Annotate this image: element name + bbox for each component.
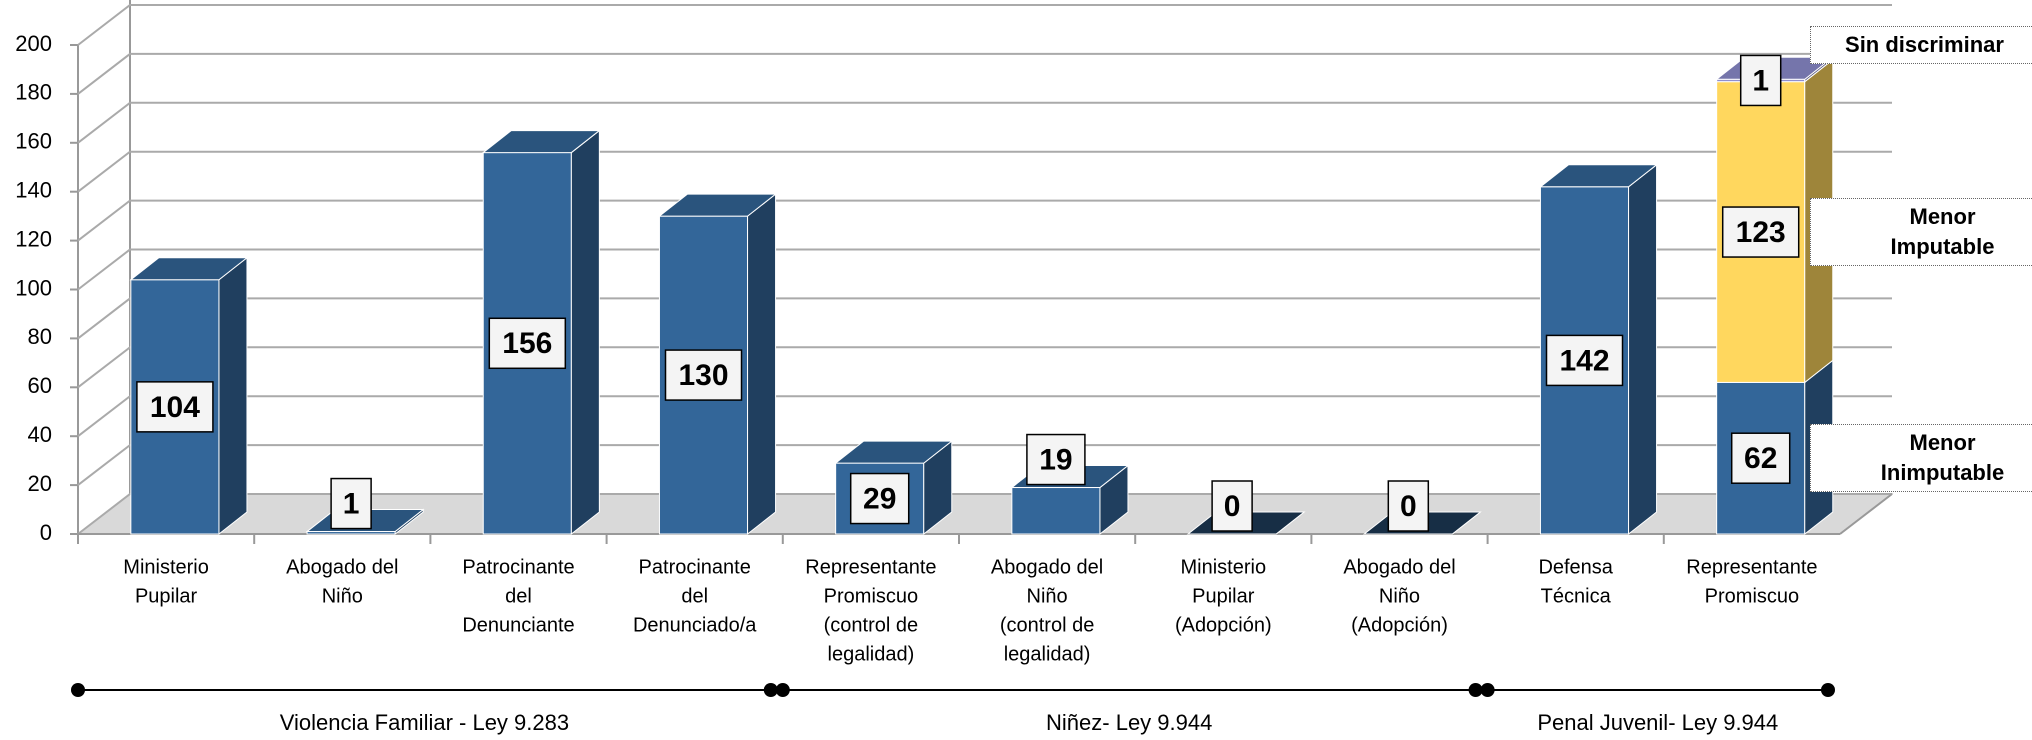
- value-label: 130: [678, 359, 728, 392]
- x-tick-label: Abogado del: [286, 556, 398, 578]
- grid-line: [77, 101, 1892, 144]
- group-dot: [763, 683, 778, 697]
- x-tick-label: Niño: [322, 585, 363, 607]
- value-label: 1: [1752, 64, 1769, 97]
- x-tick-label: (Adopción): [1351, 614, 1448, 636]
- grid-line: [77, 444, 1892, 486]
- value-label-box: [1721, 206, 1800, 258]
- x-tick-label: legalidad): [1004, 643, 1091, 665]
- y-tick-label: 180: [15, 80, 52, 105]
- bar-side: [747, 193, 777, 536]
- floor-right-edge: [1839, 493, 1893, 535]
- bar-side: [218, 256, 248, 536]
- value-label-box: [136, 381, 214, 433]
- grid-line: [77, 52, 1892, 95]
- value-label: 104: [150, 391, 200, 424]
- group-label: Penal Juvenil- Ley 9.944: [1537, 710, 1778, 735]
- group-dot: [1468, 683, 1483, 697]
- group-label: Violencia Familiar - Ley 9.283: [280, 710, 569, 735]
- bar-top: [129, 257, 249, 281]
- grid-line: [77, 248, 1892, 291]
- x-tick-label: Niño: [1379, 585, 1420, 607]
- bar-top: [1539, 164, 1659, 188]
- value-label: 0: [1400, 490, 1417, 523]
- value-label-box: [849, 472, 910, 525]
- x-tick-label: Promiscuo: [1705, 585, 1799, 607]
- grid-line: [77, 297, 1892, 340]
- x-tick-label: del: [681, 585, 708, 607]
- bar-top: [481, 130, 601, 154]
- x-tick-label: Defensa: [1538, 556, 1613, 578]
- group-dot: [71, 683, 85, 697]
- grid-line: [77, 346, 1892, 389]
- x-tick-label: Ministerio: [1181, 556, 1267, 578]
- x-tick-label: Abogado del: [991, 556, 1103, 578]
- bar-top: [834, 440, 954, 464]
- y-tick-label: 20: [28, 471, 52, 496]
- x-tick-label: (control de: [1000, 614, 1095, 636]
- group-dot: [1480, 683, 1495, 697]
- grid-line: [77, 150, 1892, 193]
- x-tick-label: Representante: [805, 556, 936, 578]
- x-tick-label: legalidad): [828, 643, 915, 665]
- x-tick-label: Niño: [1027, 585, 1068, 607]
- value-label-box: [1730, 432, 1791, 484]
- x-tick-label: Técnica: [1541, 585, 1612, 607]
- x-tick-label: (control de: [824, 614, 919, 636]
- bar-side: [1628, 163, 1658, 536]
- value-label: 142: [1559, 344, 1609, 377]
- x-tick-label: Denunciado/a: [633, 614, 757, 636]
- x-tick-label: del: [505, 585, 532, 607]
- x-tick-label: Representante: [1686, 556, 1817, 578]
- y-tick-label: 120: [15, 226, 52, 251]
- x-tick-label: Ministerio: [123, 556, 209, 578]
- group-label: Niñez- Ley 9.944: [1046, 710, 1212, 735]
- x-tick-label: Abogado del: [1343, 556, 1455, 578]
- value-label-box: [488, 317, 567, 370]
- x-tick-label: Pupilar: [1192, 585, 1255, 607]
- x-tick-label: Denunciante: [462, 614, 574, 636]
- grid-line: [77, 4, 1892, 46]
- value-label: 19: [1039, 443, 1072, 476]
- y-tick-label: 0: [40, 520, 52, 545]
- group-dot: [775, 683, 790, 697]
- y-tick-label: 200: [15, 31, 52, 56]
- x-tick-label: Pupilar: [135, 585, 198, 607]
- y-tick-label: 40: [28, 422, 52, 447]
- grid-line: [77, 395, 1892, 437]
- legend-entry: Menor Inimputable: [1810, 424, 2032, 493]
- x-tick-label: Patrocinante: [462, 556, 574, 578]
- legend-entry: Menor Imputable: [1810, 198, 2032, 267]
- value-label: 1: [343, 487, 360, 520]
- value-label: 0: [1224, 490, 1241, 523]
- value-label: 156: [502, 327, 552, 360]
- value-label-box: [664, 349, 743, 401]
- x-tick-label: Promiscuo: [824, 585, 918, 607]
- value-label-box: [330, 477, 372, 530]
- value-label: 29: [863, 482, 896, 515]
- grid-line: [77, 493, 1892, 535]
- value-label-box: [1545, 334, 1624, 387]
- group-dot: [1821, 683, 1835, 697]
- bar-front: [1011, 487, 1101, 535]
- y-tick-label: 100: [15, 275, 52, 300]
- x-tick-label: Patrocinante: [639, 556, 751, 578]
- bar-top: [658, 193, 778, 217]
- x-tick-label: (Adopción): [1175, 614, 1272, 636]
- y-tick-label: 60: [28, 373, 52, 398]
- grid-line: [77, 199, 1892, 242]
- y-tick-label: 80: [28, 324, 52, 349]
- y-tick-label: 160: [15, 129, 52, 154]
- value-label-box: [1387, 480, 1430, 532]
- value-label-box: [1739, 54, 1782, 107]
- y-tick-label: 140: [15, 178, 52, 203]
- value-label: 123: [1736, 216, 1786, 249]
- legend-entry: Sin discriminar: [1810, 26, 2032, 64]
- value-label-box: [1211, 480, 1253, 532]
- value-label-box: [1026, 433, 1086, 486]
- value-label: 62: [1744, 442, 1777, 475]
- bar-side: [570, 129, 600, 536]
